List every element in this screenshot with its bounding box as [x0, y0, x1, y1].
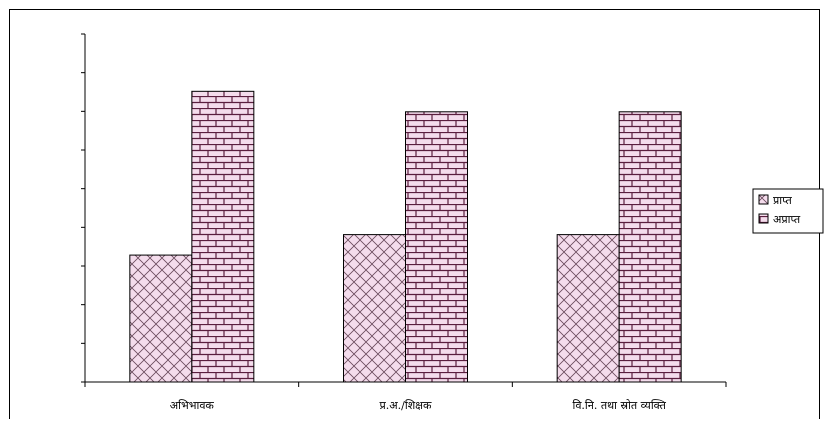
bars — [129, 90, 682, 383]
legend-label-not-received: अप्राप्त — [773, 213, 801, 226]
category-label: प्र.अ./शिक्षक — [379, 399, 432, 412]
category-labels: अभिभावक प्र.अ./शिक्षक वि.नि. तथा स्रोत व्य… — [170, 399, 667, 412]
bar-not-received-1 — [405, 111, 468, 383]
bar-not-received-2 — [618, 111, 682, 383]
bar-not-received-0 — [191, 90, 255, 383]
category-label: अभिभावक — [170, 399, 215, 412]
bar-received-2 — [556, 234, 620, 383]
category-label: वि.नि. तथा स्रोत व्यक्ति — [572, 399, 666, 412]
legend: प्राप्त अप्राप्त — [752, 188, 824, 234]
bar-received-1 — [343, 234, 406, 383]
legend-box — [752, 188, 824, 234]
bar-received-0 — [129, 254, 193, 383]
legend-label-received: प्राप्त — [773, 194, 792, 207]
legend-swatch-received — [758, 194, 769, 205]
legend-swatch-not-received — [758, 213, 769, 224]
